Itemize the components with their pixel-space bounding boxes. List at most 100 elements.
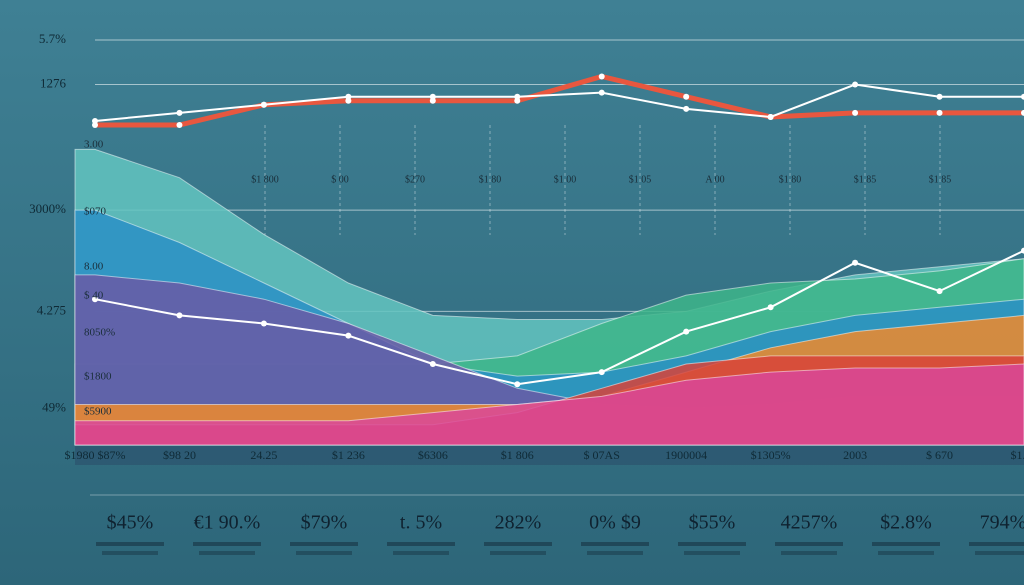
x-tick-label: $1 236 <box>332 448 365 462</box>
stat-caption <box>193 542 261 546</box>
line-point <box>176 312 183 319</box>
y-tick-label: 5.7% <box>39 31 66 46</box>
area <box>74 363 1024 446</box>
stat-value: $79% <box>301 512 348 534</box>
line-point <box>598 369 605 376</box>
line-point <box>1021 93 1024 100</box>
line-point <box>514 381 521 388</box>
x-tick-label: $98 20 <box>163 448 196 462</box>
x-tick-label: $ 07AS <box>584 448 620 462</box>
x-tick-label: $1980 $87% <box>65 448 126 462</box>
line-point <box>429 93 436 100</box>
line-point <box>1021 247 1024 254</box>
line <box>94 83 1024 122</box>
line-point <box>683 328 690 335</box>
annotation: A 00 <box>705 174 724 185</box>
stat-caption <box>296 551 352 555</box>
stat-value: $45% <box>107 512 154 534</box>
x-tick-label: $ 670 <box>926 448 953 462</box>
stat-caption <box>199 551 255 555</box>
inner-label: 3.00 <box>84 139 104 151</box>
inner-label: $5900 <box>84 406 112 418</box>
x-tick-label: $6306 <box>418 448 448 462</box>
stat-value: 794% <box>980 512 1024 534</box>
line-point <box>936 109 943 116</box>
line-point <box>176 109 183 116</box>
inner-label: $ 40 <box>84 290 104 302</box>
stat-value: 4257% <box>781 512 838 534</box>
stat-caption <box>872 542 940 546</box>
stat-value: 282% <box>495 512 542 534</box>
line-point <box>852 109 859 116</box>
y-tick-label: 1276 <box>40 76 67 91</box>
y-tick-label: 4.275 <box>37 302 66 317</box>
annotation: $1 85 <box>929 174 952 185</box>
inner-label: 8.00 <box>84 261 104 273</box>
stat-caption <box>393 551 449 555</box>
stat-caption <box>969 542 1024 546</box>
stat-value: 0% $9 <box>589 512 641 534</box>
stat-caption <box>878 551 934 555</box>
line-point <box>767 113 774 120</box>
line-point <box>852 81 859 88</box>
stat-value: $2.8% <box>880 512 932 534</box>
line-point <box>683 105 690 112</box>
stat-value: €1 90.% <box>194 512 261 534</box>
line-point <box>345 332 352 339</box>
x-tick-label: 1900004 <box>665 448 707 462</box>
annotation: $270 <box>405 174 425 185</box>
stat-caption <box>581 542 649 546</box>
x-tick-label: $1.06 <box>1011 448 1024 462</box>
line-point <box>260 320 267 327</box>
line-point <box>852 259 859 266</box>
line-point <box>176 122 183 129</box>
stat-caption <box>678 542 746 546</box>
stat-caption <box>102 551 158 555</box>
stat-caption <box>781 551 837 555</box>
line-point <box>92 118 98 124</box>
stat-caption <box>490 551 546 555</box>
inner-label: $1800 <box>84 371 112 383</box>
line-point <box>767 304 774 311</box>
stat-value: $55% <box>689 512 736 534</box>
stat-caption <box>387 542 455 546</box>
annotation: $1 05 <box>629 174 652 185</box>
inner-label: 8050% <box>84 327 115 339</box>
annotation: $ 00 <box>331 174 349 185</box>
line-point <box>429 361 436 367</box>
annotation: $1 85 <box>854 174 877 185</box>
annotation: $1 80 <box>479 174 502 185</box>
line <box>95 73 1024 128</box>
annotation: $1 80 <box>779 174 802 185</box>
baseline-band <box>75 445 1024 465</box>
line-point <box>514 93 521 100</box>
stat-caption <box>684 551 740 555</box>
line <box>94 249 1024 386</box>
line-point <box>936 288 943 295</box>
stat-value: t. 5% <box>400 512 442 534</box>
line-point <box>260 101 267 108</box>
stat-caption <box>96 542 164 546</box>
x-tick-label: $1305% <box>751 448 791 462</box>
annotation: $1 800 <box>251 174 279 185</box>
stat-caption <box>775 542 843 546</box>
annotation: $1 00 <box>554 174 577 185</box>
line-point <box>936 93 943 100</box>
x-tick-label: 2003 <box>843 448 867 462</box>
stat-caption <box>587 551 643 555</box>
line-point <box>598 73 605 80</box>
line-point <box>345 93 352 100</box>
x-tick-label: 24.25 <box>250 448 277 462</box>
stat-caption <box>290 542 358 546</box>
stat-caption <box>975 551 1024 555</box>
y-tick-label: 3000% <box>29 201 66 216</box>
line-point <box>1021 109 1024 116</box>
stat-caption <box>484 542 552 546</box>
x-tick-label: $1 806 <box>501 448 534 462</box>
y-tick-label: 49% <box>42 400 66 415</box>
line-point <box>598 89 605 96</box>
line-point <box>683 93 690 100</box>
inner-label: $070 <box>84 206 107 218</box>
